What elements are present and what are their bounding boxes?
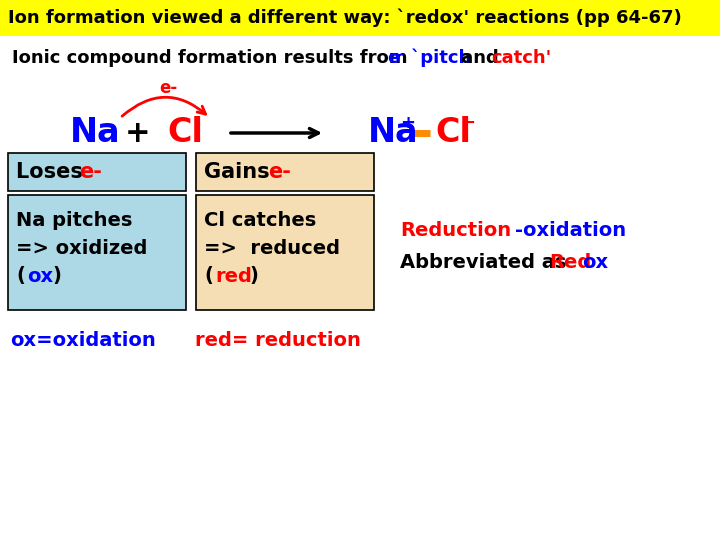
Text: Gains: Gains [204, 162, 277, 182]
Text: red: red [215, 267, 252, 286]
Text: Red: Red [549, 253, 591, 272]
Text: ): ) [52, 267, 61, 286]
Text: e-: e- [268, 162, 291, 182]
Text: ⁻: ⁻ [397, 51, 405, 65]
Text: ox: ox [582, 253, 608, 272]
Text: red= reduction: red= reduction [195, 330, 361, 349]
Text: +: + [400, 114, 415, 132]
Text: +: + [125, 118, 150, 147]
Text: `pitch: `pitch [405, 49, 472, 68]
Text: =>  reduced: => reduced [204, 239, 340, 258]
FancyArrowPatch shape [122, 97, 205, 116]
Text: Na: Na [70, 117, 120, 150]
Text: −: − [460, 114, 475, 132]
Text: (: ( [204, 267, 213, 286]
Text: e-: e- [159, 79, 177, 97]
Text: catch': catch' [491, 49, 552, 67]
Text: ox: ox [27, 267, 53, 286]
Text: => oxidized: => oxidized [16, 239, 148, 258]
Text: Cl: Cl [435, 117, 471, 150]
Text: e: e [387, 49, 400, 67]
FancyBboxPatch shape [196, 153, 374, 191]
FancyBboxPatch shape [8, 195, 186, 310]
Text: and: and [455, 49, 505, 67]
Text: Na pitches: Na pitches [16, 211, 132, 229]
Text: Ionic compound formation results from: Ionic compound formation results from [12, 49, 414, 67]
Text: Cl catches: Cl catches [204, 211, 316, 229]
Text: Ion formation viewed a different way: `redox' reactions (pp 64-67): Ion formation viewed a different way: `r… [8, 9, 682, 27]
Text: Reduction: Reduction [400, 220, 511, 240]
FancyBboxPatch shape [8, 153, 186, 191]
Text: -oxidation: -oxidation [515, 220, 626, 240]
FancyBboxPatch shape [0, 0, 720, 36]
Text: Abbreviated as: Abbreviated as [400, 253, 573, 272]
FancyBboxPatch shape [196, 195, 374, 310]
Text: Cl: Cl [167, 117, 203, 150]
Text: Loses: Loses [16, 162, 90, 182]
Text: (: ( [16, 267, 25, 286]
Text: ): ) [249, 267, 258, 286]
Text: Na: Na [368, 117, 418, 150]
Text: ox=oxidation: ox=oxidation [10, 330, 156, 349]
Text: e-: e- [79, 162, 102, 182]
